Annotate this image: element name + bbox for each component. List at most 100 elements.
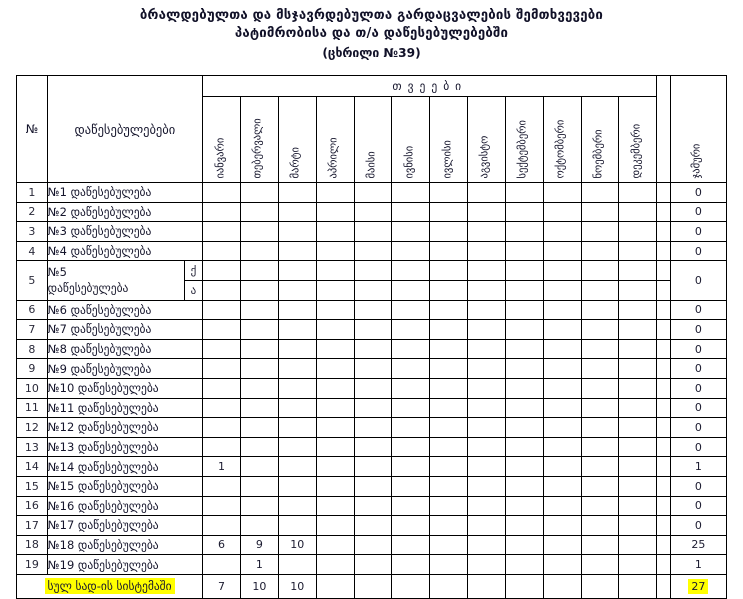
table-cell-value [239,397,279,419]
table-cell-value [580,279,620,301]
row-facility-name: №6 დაწესებულება [46,299,204,321]
table-cell-value [353,221,393,242]
row-spacer [656,299,671,321]
table-cell-value [467,358,506,379]
row-facility-name: №13 დაწესებულება [46,436,204,458]
table-cell-value [353,534,393,556]
table-row[interactable]: 7 №7 დაწესებულება 0 [16,319,728,340]
report-title-line-2: პატიმრობისა და თ/ა დაწესებულებებში [234,26,509,42]
table-cell-value [315,397,355,419]
table-cell-value [618,201,658,223]
row-number: 8 [16,338,48,360]
table-cell-value [542,260,582,281]
table-cell-value [429,299,469,321]
table-cell-value [315,436,355,458]
table-cell-value [277,436,317,458]
header-month-label: ივნისი [403,145,416,178]
table-row[interactable]: 17 №17 დაწესებულება 0 [16,515,728,536]
table-cell-value [542,456,582,477]
table-row[interactable]: 18 №18 დაწესებულება 6 9 10 25 [16,534,728,556]
table-row[interactable]: 1 №1 დაწესებულება 0 [16,182,728,203]
row-total: 0 [669,201,728,223]
table-cell-value [277,554,317,575]
table-cell-value [429,319,469,340]
header-month-12: დეკემბერი [618,96,658,183]
table-row[interactable]: ა [17,279,727,301]
table-cell-value: 6 [202,534,241,556]
row-number: 3 [16,221,48,242]
header-month-3: მარტი [277,96,317,183]
table-row[interactable]: 14 №14 დაწესებულება 1 1 [16,456,728,477]
table-cell-value [429,534,469,556]
table-row[interactable]: 13 №13 დაწესებულება 0 [16,436,728,458]
table-cell-value [542,436,582,458]
row-facility-name: №12 დაწესებულება [46,417,204,438]
table-cell-value [277,279,317,301]
table-cell-value [504,319,544,340]
table-cell-value [202,182,241,203]
data-table-container: № დაწესებულებები თვეები ჯამური იანვარი თე… [15,75,728,599]
table-cell-value [467,260,506,281]
table-cell-value [618,358,658,379]
header-month-label: ივლისი [441,139,454,178]
table-cell-value [504,397,544,419]
row-spacer [656,436,671,458]
header-month-label: იანვარი [214,137,227,178]
table-cell-value [277,319,317,340]
table-cell-value [580,201,620,223]
table-cell-value [391,377,431,399]
table-cell-value [239,319,279,340]
row-number: 5 [16,260,48,301]
header-month-11: ნოემბერი [580,96,620,183]
table-cell-value [391,240,431,262]
table-cell-value [618,182,658,203]
table-cell-value [277,299,317,321]
table-cell-value [504,495,544,517]
grand-total-month-value [353,573,393,599]
table-row[interactable]: 9 №9 დაწესებულება 0 [16,358,728,379]
table-cell-value [353,495,393,517]
table-row[interactable]: 2 №2 დაწესებულება 0 [16,201,728,223]
table-cell-value [391,417,431,438]
table-row[interactable]: 4 №4 დაწესებულება 0 [16,240,728,262]
row-number: 6 [16,299,48,321]
header-month-9: სექტემბერი [504,96,544,183]
table-cell-value [580,260,620,281]
table-cell-value [202,279,241,301]
table-row[interactable]: 11 №11 დაწესებულება 0 [16,397,728,419]
table-row[interactable]: 5 №5 დაწესებულება ქ 0 [16,260,728,301]
table-cell-value [391,495,431,517]
row-number: 18 [16,534,48,556]
table-cell-value [353,240,393,262]
row-facility-name: №17 დაწესებულება [46,515,204,536]
table-cell-value [504,515,544,536]
grand-total-month-value [580,573,620,599]
table-cell-value [467,338,506,360]
header-month-6: ივნისი [391,96,431,183]
table-cell-value [353,319,393,340]
header-month-label: ოქტომბერი [554,119,567,178]
table-cell-value [391,201,431,223]
table-cell-value [353,279,393,301]
table-cell-value [467,436,506,458]
row-total: 0 [669,417,728,438]
table-cell-value [542,397,582,419]
page-root: ბრალდებულთა და მსჯავრდებულთა გარდაცვალებ… [15,8,728,599]
table-row[interactable]: 8 №8 დაწესებულება 0 [16,338,728,360]
table-cell-value [315,201,355,223]
table-cell-value [239,260,279,281]
table-row[interactable]: 10 №10 დაწესებულება 0 [16,377,728,399]
table-row[interactable]: 12 №12 დაწესებულება 0 [16,417,728,438]
table-row[interactable]: 3 №3 დაწესებულება 0 [16,221,728,242]
table-row[interactable]: 19 №19 დაწესებულება 1 1 [16,554,728,575]
table-cell-value [277,260,317,281]
table-head: № დაწესებულებები თვეები ჯამური იანვარი თე… [16,75,728,183]
table-cell-value [353,182,393,203]
table-cell-value [580,182,620,203]
table-row[interactable]: 15 №15 დაწესებულება 0 [16,475,728,497]
table-row[interactable]: 6 №6 დაწესებულება 0 [16,299,728,321]
table-cell-value [391,221,431,242]
header-months-row: იანვარი თებერვალი მარტი აპრილი მაისი ივნისი ივ… [17,96,727,183]
table-cell-value [429,260,469,281]
table-row[interactable]: 16 №16 დაწესებულება 0 [16,495,728,517]
